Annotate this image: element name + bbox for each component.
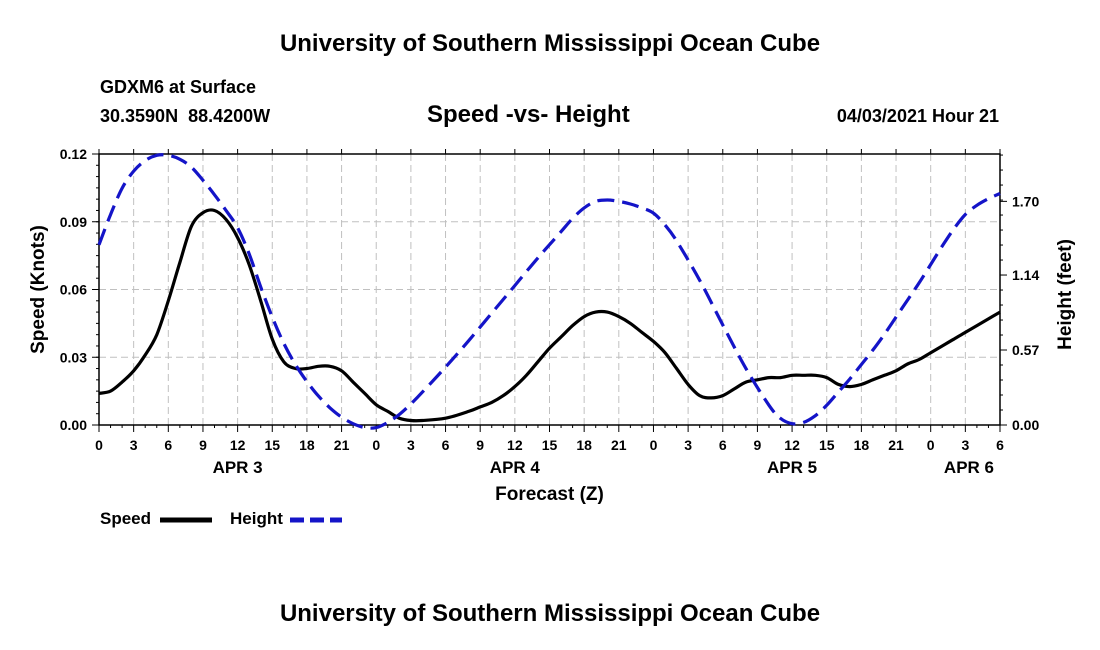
legend-speed-swatch [160, 517, 212, 523]
y-tick-label: 0.12 [60, 146, 87, 162]
footer-title: University of Southern Mississippi Ocean… [279, 600, 821, 627]
coordinates-label: 30.3590N 88.4200W [100, 106, 271, 126]
y2-tick-label: 0.57 [1012, 342, 1039, 358]
x-tick-label: 15 [542, 437, 558, 453]
forecast-date: 04/03/2021 Hour 21 [836, 106, 999, 126]
x-tick-label: 0 [95, 437, 103, 453]
series-line-height [97, 153, 1001, 430]
x-tick-label: 6 [996, 437, 1004, 453]
x-tick-label: 6 [164, 437, 172, 453]
y-tick-label: 0.06 [60, 282, 87, 298]
x-tick-label: 3 [961, 437, 969, 453]
x-tick-label: 18 [576, 437, 592, 453]
y-axis-label: Speed (Knots) [28, 225, 49, 354]
x-tick-label: 21 [611, 437, 627, 453]
page-title: University of Southern Mississippi Ocean… [279, 30, 821, 57]
day-label: APR 4 [490, 458, 541, 477]
ticks: 0 3 6 9 12 15 18 21 0 3 6 9 12 15 18 21 0 3 6 9 12 15 18 21 0 3 60… [60, 146, 1040, 453]
station-label: GDXM6 at Surface [100, 77, 257, 97]
x-tick-label: 15 [264, 437, 280, 453]
x-tick-label: 0 [927, 437, 935, 453]
x-tick-label: 9 [476, 437, 484, 453]
x-tick-label: 21 [334, 437, 350, 453]
x-tick-label: 3 [130, 437, 138, 453]
x-tick-label: 12 [507, 437, 523, 453]
x-tick-label: 6 [719, 437, 727, 453]
x-tick-label: 0 [372, 437, 380, 453]
x-tick-label: 3 [407, 437, 415, 453]
y2-tick-label: 1.14 [1012, 267, 1039, 283]
x-tick-label: 15 [819, 437, 835, 453]
series-lines [97, 153, 1001, 430]
day-label: APR 5 [767, 458, 817, 477]
legend-height-swatch [290, 517, 342, 523]
y2-axis-label: Height (feet) [1055, 239, 1076, 350]
x-axis-label: Forecast (Z) [495, 484, 604, 505]
legend-height-label: Height [230, 509, 283, 528]
x-tick-label: 0 [650, 437, 658, 453]
day-label: APR 3 [213, 458, 263, 477]
x-tick-label: 18 [299, 437, 315, 453]
y-tick-label: 0.09 [60, 214, 87, 230]
chart-title: Speed -vs- Height [427, 101, 630, 128]
y2-tick-label: 1.70 [1012, 193, 1039, 209]
x-tick-label: 9 [199, 437, 207, 453]
series-line-speed [98, 208, 1001, 423]
x-tick-label: 18 [854, 437, 870, 453]
day-label: APR 6 [944, 458, 994, 477]
y2-tick-label: 0.00 [1012, 417, 1039, 433]
x-tick-label: 6 [442, 437, 450, 453]
x-tick-label: 9 [754, 437, 762, 453]
axis-labels: APR 3 APR 4 APR 5 APR 6 Forecast (Z) Speed (K… [28, 225, 1076, 505]
grid-lines [99, 154, 1000, 425]
y-tick-label: 0.00 [60, 417, 87, 433]
x-tick-label: 12 [784, 437, 800, 453]
x-tick-label: 3 [684, 437, 692, 453]
x-tick-label: 21 [888, 437, 904, 453]
y-tick-label: 0.03 [60, 349, 87, 365]
x-tick-label: 12 [230, 437, 246, 453]
legend-speed-label: Speed [100, 509, 152, 528]
